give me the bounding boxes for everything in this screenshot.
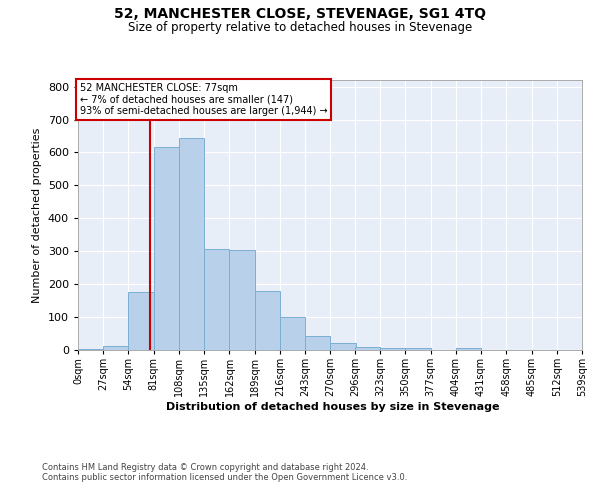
Bar — [128, 292, 154, 350]
Bar — [103, 346, 128, 350]
Text: 52 MANCHESTER CLOSE: 77sqm
← 7% of detached houses are smaller (147)
93% of semi: 52 MANCHESTER CLOSE: 77sqm ← 7% of detac… — [80, 84, 328, 116]
Bar — [380, 348, 405, 350]
Text: Distribution of detached houses by size in Stevenage: Distribution of detached houses by size … — [166, 402, 500, 412]
Bar — [204, 249, 229, 350]
Bar — [229, 250, 255, 350]
Bar — [305, 336, 331, 350]
Bar — [255, 292, 280, 350]
Bar — [331, 344, 356, 350]
Y-axis label: Number of detached properties: Number of detached properties — [32, 128, 42, 302]
Bar — [78, 348, 103, 350]
Bar — [456, 348, 481, 350]
Text: Size of property relative to detached houses in Stevenage: Size of property relative to detached ho… — [128, 21, 472, 34]
Bar — [154, 146, 179, 350]
Text: Contains public sector information licensed under the Open Government Licence v3: Contains public sector information licen… — [42, 472, 407, 482]
Bar — [355, 346, 380, 350]
Text: Contains HM Land Registry data © Crown copyright and database right 2024.: Contains HM Land Registry data © Crown c… — [42, 462, 368, 471]
Bar — [280, 317, 305, 350]
Text: 52, MANCHESTER CLOSE, STEVENAGE, SG1 4TQ: 52, MANCHESTER CLOSE, STEVENAGE, SG1 4TQ — [114, 8, 486, 22]
Bar — [405, 348, 431, 350]
Bar — [179, 138, 204, 350]
